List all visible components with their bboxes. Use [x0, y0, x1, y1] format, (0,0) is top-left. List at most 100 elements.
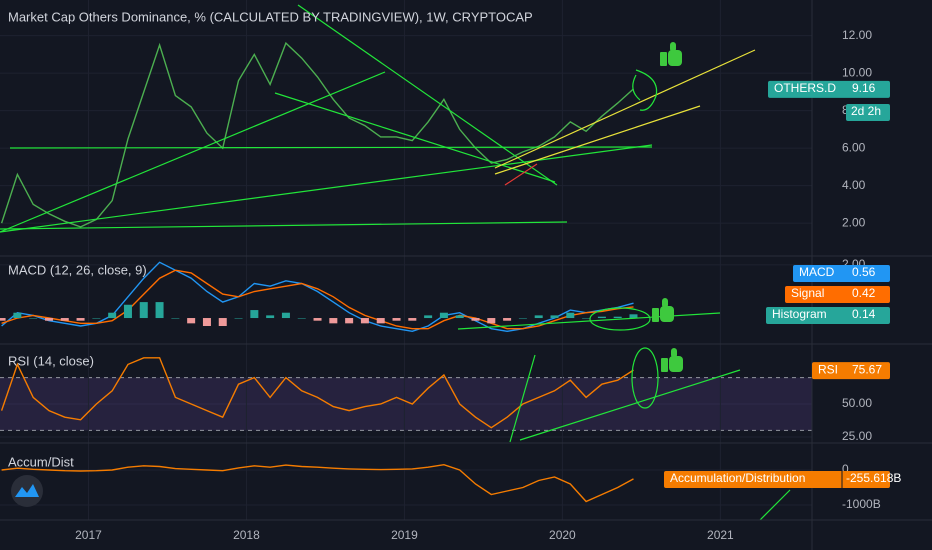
y-tick-label: -1000B: [842, 497, 881, 511]
trend-line: [0, 221, 568, 230]
histogram-bar: [582, 318, 591, 319]
macd-tag: [793, 265, 890, 282]
channel-line: [494, 49, 756, 169]
circle-mark: [632, 74, 641, 101]
histogram-bar: [92, 318, 101, 319]
channel-line: [494, 105, 701, 175]
histogram-bar: [297, 318, 306, 319]
thumbs-up-icon: [661, 348, 683, 372]
histogram-bar: [44, 318, 53, 321]
countdown-tag: [846, 104, 890, 121]
series-line: [1, 269, 634, 330]
histogram-bar: [171, 318, 180, 319]
series-line: [1, 463, 634, 503]
x-tick-label: 2017: [75, 528, 102, 542]
circle-mark: [589, 307, 651, 331]
y-tick-label: 6.00: [842, 140, 866, 154]
ad-tag: [664, 470, 890, 488]
y-tick-label: 4.00: [842, 178, 866, 192]
circle-mark: [631, 347, 659, 409]
histogram-bar: [123, 304, 132, 319]
trend-line: [457, 312, 721, 330]
histogram-bar: [471, 318, 480, 321]
histogram-bar: [0, 318, 6, 321]
y-tick-label: 50.00: [842, 396, 872, 410]
histogram-bar: [439, 312, 448, 319]
x-tick-label: 2020: [549, 528, 576, 542]
trend-line: [509, 354, 536, 443]
thumbs-up-icon: [660, 42, 682, 66]
histogram-bar: [250, 310, 259, 319]
histogram-bar: [266, 315, 275, 319]
macd-tag-name: Signal: [791, 286, 824, 300]
macd-tag-name: MACD: [799, 265, 835, 279]
macd-tag: [785, 286, 890, 303]
histogram-bar: [234, 318, 243, 319]
rsi-tag-value: 75.67: [852, 362, 882, 376]
histogram-bar: [376, 318, 385, 324]
circle-mark: [635, 69, 658, 111]
histogram-bar: [313, 318, 322, 321]
histogram-bar: [503, 318, 512, 321]
rsi-tag-name: RSI: [818, 362, 838, 376]
pane-title: RSI (14, close): [8, 353, 94, 368]
y-tick-label: 10.00: [842, 65, 872, 79]
rsi-tag: [812, 362, 890, 380]
series-line: [0, 41, 634, 228]
histogram-bar: [155, 302, 164, 319]
macd-tag: [766, 307, 890, 324]
y-tick-label: 12.00: [842, 28, 872, 42]
y-tick-label: 25.00: [842, 429, 872, 443]
y-tick-label: 0: [842, 462, 849, 476]
ad-tag-value: -255.618B: [846, 471, 901, 485]
histogram-bar: [392, 318, 401, 321]
pane-title: MACD (12, 26, close, 9): [8, 262, 147, 277]
histogram-bar: [360, 318, 369, 324]
histogram-bar: [218, 318, 227, 326]
histogram-bar: [108, 312, 117, 319]
trend-line: [297, 4, 558, 186]
histogram-bar: [29, 318, 38, 319]
histogram-bar: [345, 318, 354, 324]
histogram-bar: [613, 316, 622, 319]
histogram-bar: [534, 315, 543, 319]
y-tick-label: 2.00: [842, 215, 866, 229]
histogram-bar: [424, 315, 433, 319]
histogram-bar: [76, 318, 85, 321]
histogram-bar: [281, 312, 290, 319]
x-tick-label: 2019: [391, 528, 418, 542]
macd-tag-value: 0.14: [852, 307, 876, 321]
histogram-bar: [408, 318, 417, 321]
drawings: [0, 4, 791, 521]
histogram-bar: [629, 314, 638, 319]
x-tick-label: 2021: [707, 528, 734, 542]
logo: [11, 475, 43, 507]
labels: Market Cap Others Dominance, % (CALCULAT…: [8, 9, 901, 542]
red-line: [504, 163, 538, 186]
histogram-bar: [566, 312, 575, 319]
histogram-bar: [487, 318, 496, 324]
histogram-bar: [13, 312, 22, 319]
pane-title: Accum/Dist: [8, 454, 74, 469]
price-tag-name: OTHERS.D: [774, 81, 836, 95]
macd-tag-value: 0.42: [852, 286, 876, 300]
series-line: [0, 357, 634, 429]
histogram-bar: [139, 302, 148, 319]
histogram-bar: [329, 318, 338, 324]
chart-title: Market Cap Others Dominance, % (CALCULAT…: [8, 9, 533, 24]
thumbs-up-icon: [652, 298, 674, 322]
trend-line: [519, 369, 741, 441]
x-tick-label: 2018: [233, 528, 260, 542]
macd-tag-name: Histogram: [772, 307, 827, 321]
trend-line: [9, 146, 653, 149]
histogram-bar: [518, 318, 527, 319]
countdown-text: 2d 2h: [851, 104, 881, 118]
marks: [0, 41, 638, 503]
ad-tag-name: Accumulation/Distribution: [670, 471, 805, 485]
series-line: [1, 261, 634, 333]
price-tag-value: 9.16: [852, 81, 876, 95]
trend-line: [0, 71, 386, 233]
histogram-bar: [550, 315, 559, 319]
trend-line: [274, 92, 556, 183]
histogram-bar: [60, 318, 69, 321]
